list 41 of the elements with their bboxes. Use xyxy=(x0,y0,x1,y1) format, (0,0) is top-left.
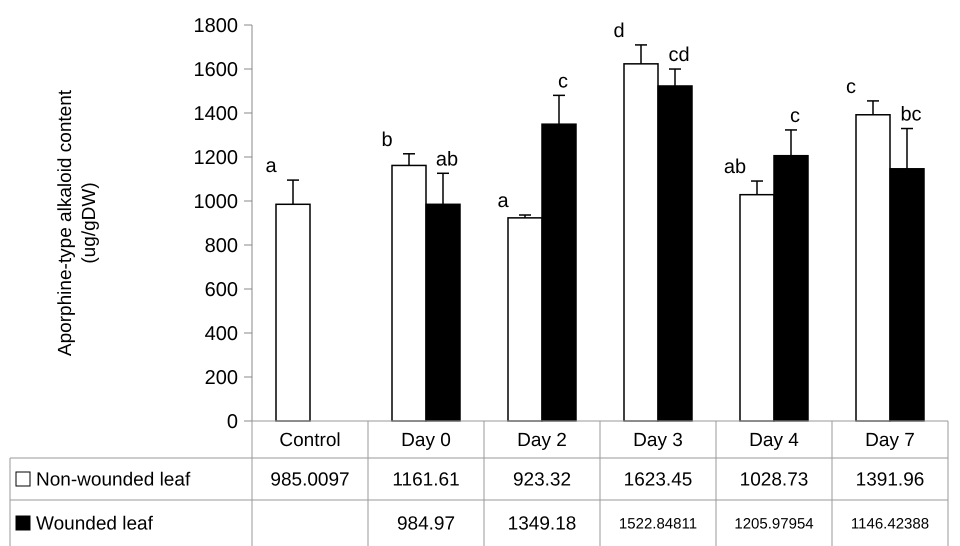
y-tick-label: 1600 xyxy=(194,59,238,81)
data-label: 1522.84811 xyxy=(618,515,698,532)
y-tick-label: 1400 xyxy=(194,103,238,125)
x-tick-label: Control xyxy=(279,430,341,452)
y-axis-title: Aporphine-type alkaloid content (ug/gDW) xyxy=(55,89,100,356)
data-label: 1391.96 xyxy=(856,470,924,491)
y-tick-label: 1200 xyxy=(194,147,238,169)
data-label: 1623.45 xyxy=(624,470,692,491)
annotation: c xyxy=(558,70,568,92)
annotation: ab xyxy=(436,148,458,170)
y-tick-label: 1000 xyxy=(194,191,238,213)
data-label: 1028.73 xyxy=(740,470,808,491)
annotation: a xyxy=(497,190,510,212)
legend-label: Wounded leaf xyxy=(36,514,154,535)
y-tick-label: 200 xyxy=(204,367,238,389)
x-tick-label: Day 3 xyxy=(633,430,683,452)
y-tick-label: 600 xyxy=(204,279,238,301)
annotation: c xyxy=(846,76,856,98)
y-tick-label: 800 xyxy=(204,235,238,257)
y-tick-label: 1800 xyxy=(194,15,238,37)
x-tick-label: Day 4 xyxy=(749,430,800,452)
annotation: d xyxy=(613,20,625,42)
data-label: 1146.42388 xyxy=(850,515,930,532)
legend-label: Non-wounded leaf xyxy=(36,470,191,491)
x-tick-label: Day 7 xyxy=(865,430,915,452)
annotation: c xyxy=(790,104,800,127)
data-label: 1205.97954 xyxy=(734,515,814,532)
data-label: 984.97 xyxy=(396,514,456,535)
annotation: cd xyxy=(668,44,690,66)
data-label: 1349.18 xyxy=(508,514,576,535)
data-label: 1161.61 xyxy=(392,470,460,491)
annotation: bc xyxy=(900,104,922,126)
annotation: ab xyxy=(724,156,746,178)
x-tick-label: Day 0 xyxy=(401,430,451,452)
y-tick-label: 0 xyxy=(226,411,238,433)
data-label: 985.0097 xyxy=(270,470,350,491)
annotation: b xyxy=(381,128,393,151)
y-tick-label: 400 xyxy=(204,323,238,345)
data-label: 923.32 xyxy=(512,470,572,491)
x-tick-label: Day 2 xyxy=(517,430,567,452)
annotation: a xyxy=(265,155,278,178)
